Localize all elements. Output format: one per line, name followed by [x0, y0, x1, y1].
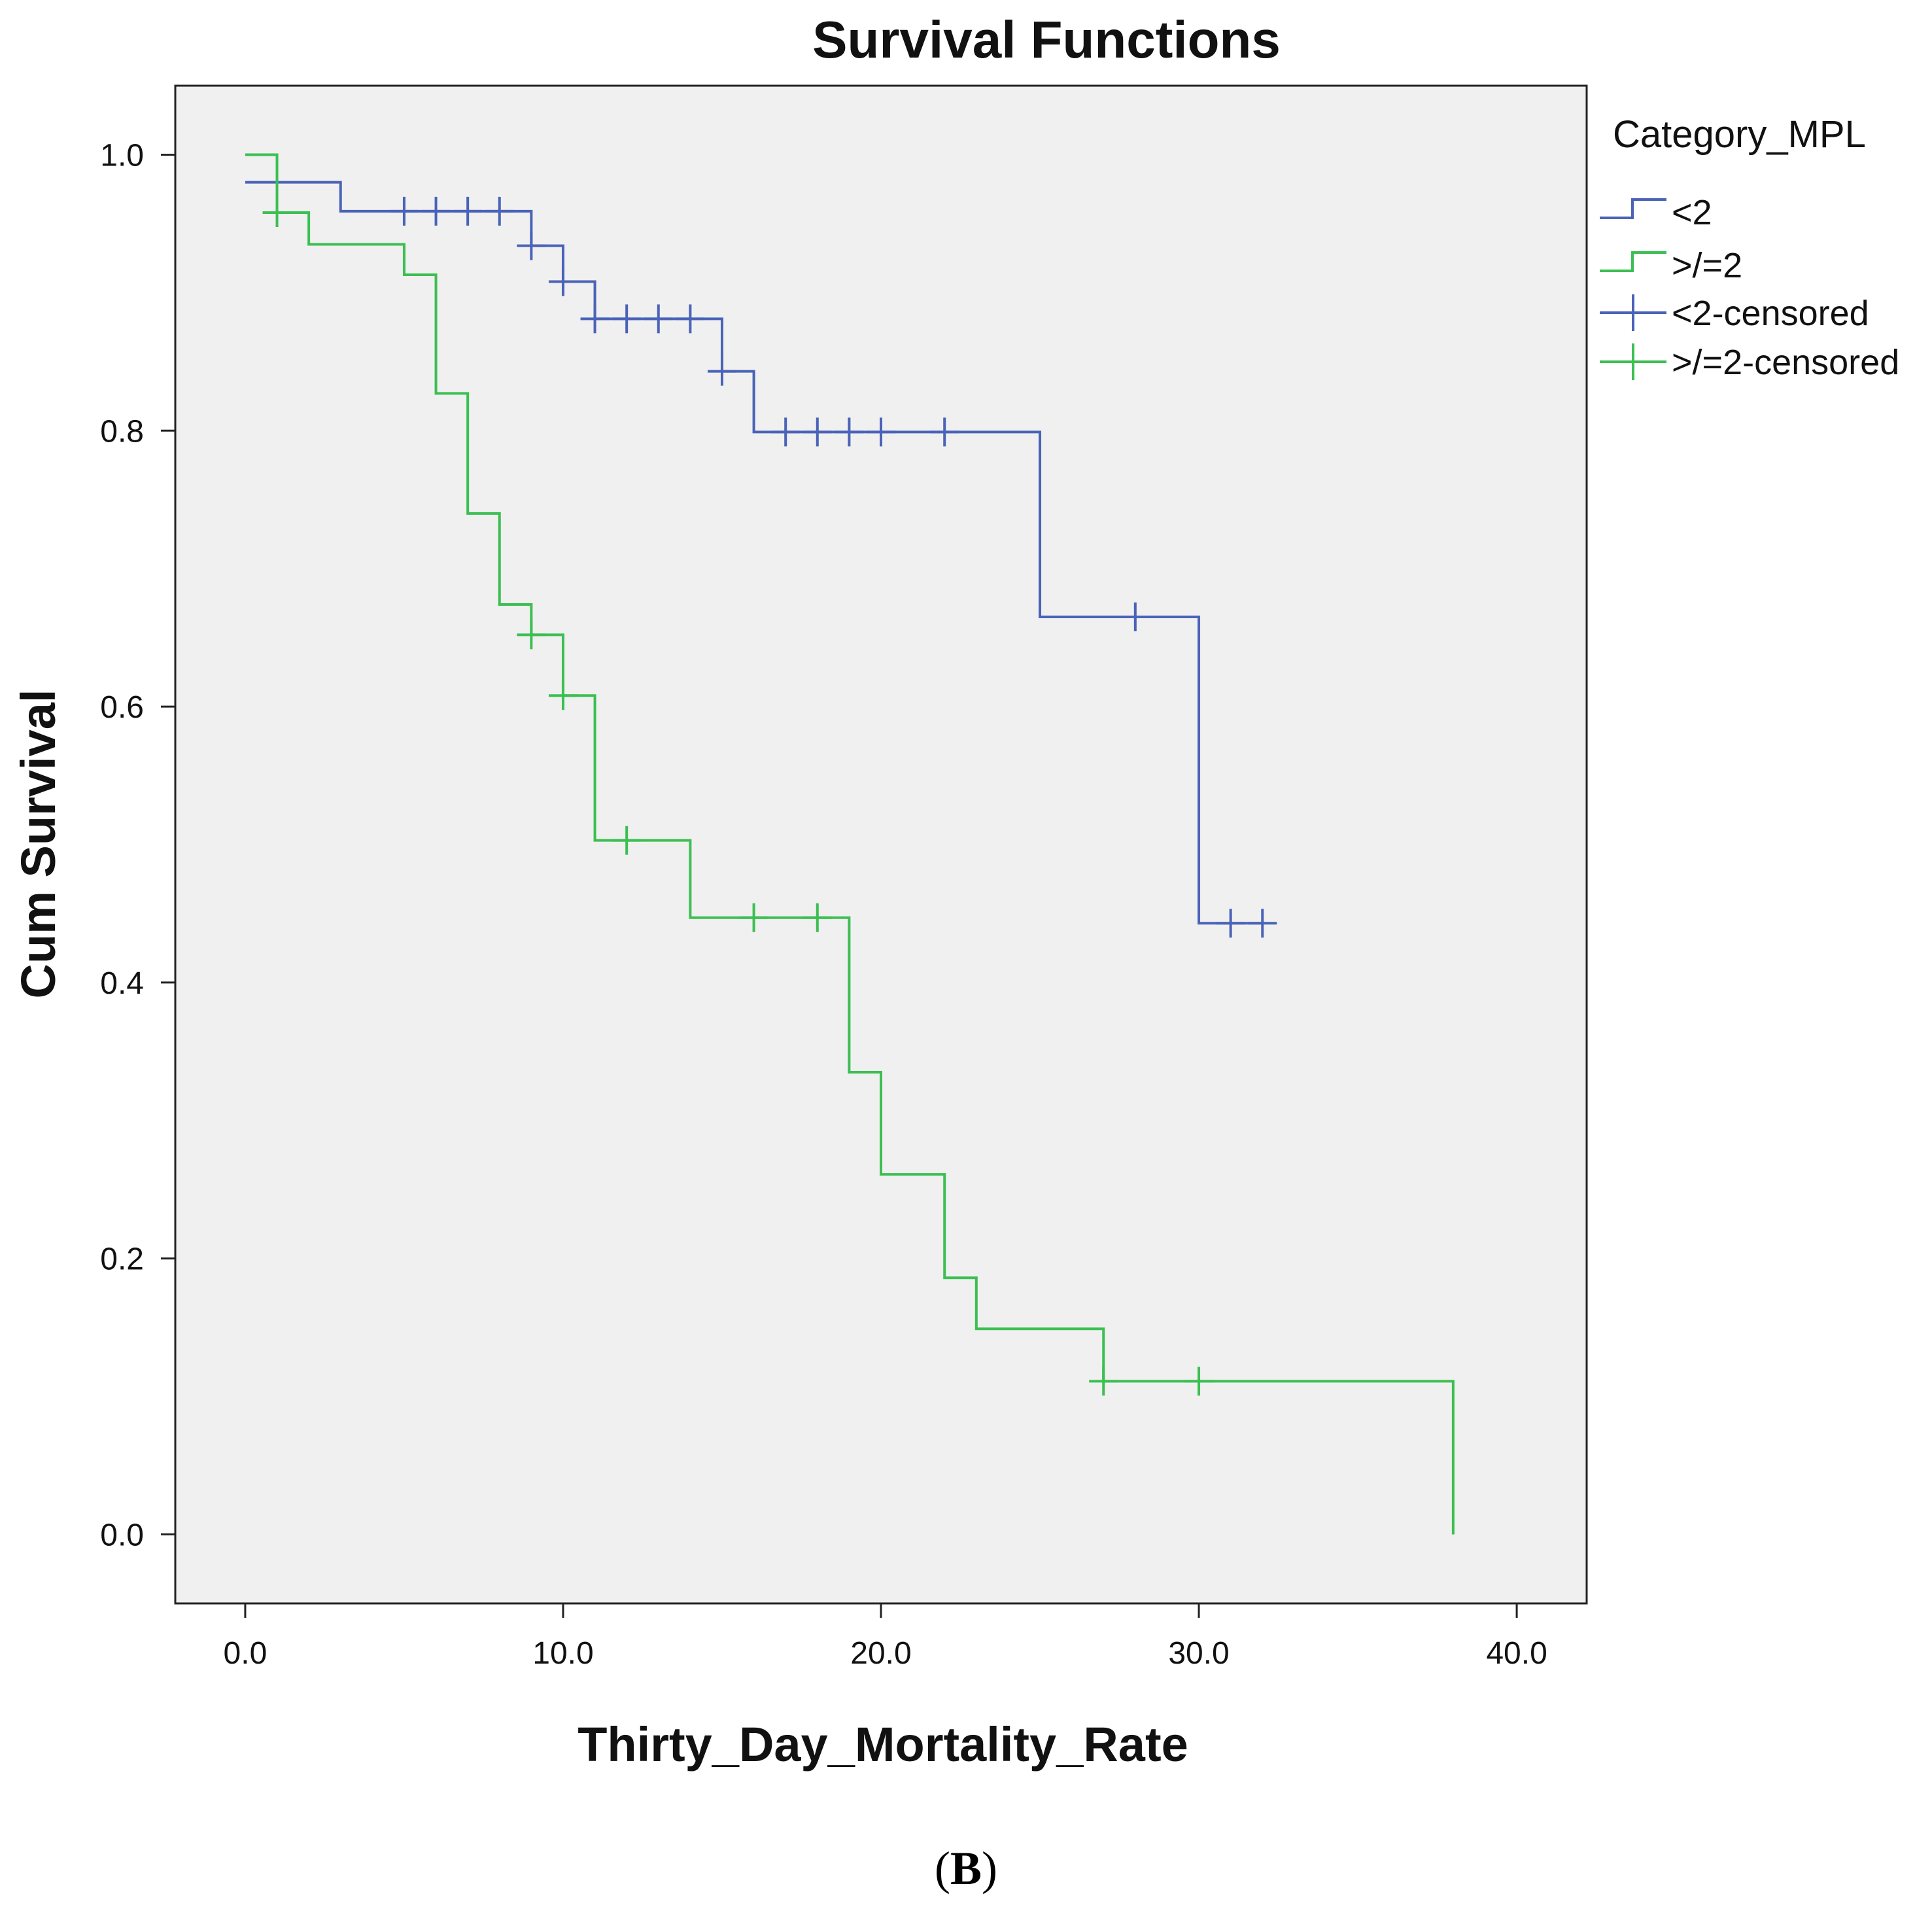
- y-tick-label: 0.4: [100, 966, 144, 1001]
- y-tick-label: 1.0: [100, 138, 144, 173]
- legend-swatch-series-1: [1600, 198, 1666, 219]
- censor-mark: [707, 357, 736, 386]
- censor-mark: [1248, 909, 1277, 938]
- x-tick-label: 0.0: [224, 1636, 267, 1671]
- panel-label-letter: B: [950, 1842, 982, 1895]
- x-tick-label: 10.0: [532, 1636, 593, 1671]
- legend-label-series-2: >/=2: [1672, 246, 1742, 285]
- censor-mark: [802, 903, 832, 932]
- series-1: [245, 181, 1277, 938]
- y-axis-title: Cum Survival: [11, 690, 65, 999]
- censor-mark: [517, 231, 546, 260]
- plot-area: [174, 84, 1588, 1605]
- legend-swatch-series-1-censored: [1600, 294, 1666, 331]
- x-tick-label: 40.0: [1486, 1636, 1547, 1671]
- censor-mark: [262, 198, 292, 228]
- series-2: [245, 153, 1455, 1535]
- censor-mark: [676, 304, 705, 334]
- panel-label: (B): [935, 1842, 997, 1895]
- censor-mark: [580, 304, 610, 334]
- legend-label-series-1-censored: <2-censored: [1672, 294, 1869, 333]
- censor-mark: [1089, 1367, 1118, 1396]
- censor-mark: [1120, 603, 1150, 631]
- censor-mark: [644, 304, 673, 334]
- y-tick-label: 0.8: [100, 414, 144, 449]
- censor-mark: [485, 196, 514, 226]
- series-layer: [245, 153, 1455, 1535]
- panel-label-open: (: [935, 1842, 950, 1895]
- censor-mark: [867, 417, 895, 447]
- legend: Category_MPL <2 >/=2 <2-censored >/=2-ce…: [1600, 113, 1899, 382]
- x-tick-label: 30.0: [1168, 1636, 1229, 1671]
- x-axis: 0.0 10.0 20.0 30.0 40.0: [224, 1603, 1547, 1671]
- y-tick-label: 0.6: [100, 690, 144, 725]
- panel-label-close: ): [982, 1842, 997, 1895]
- censor-mark: [771, 417, 801, 447]
- y-axis: 0.0 0.2 0.4 0.6 0.8 1.0: [100, 138, 175, 1553]
- censor-mark: [612, 826, 642, 855]
- censor-mark: [612, 304, 642, 334]
- censor-mark: [517, 620, 546, 650]
- censor-mark: [548, 681, 578, 710]
- legend-title: Category_MPL: [1613, 113, 1866, 156]
- censor-mark: [930, 417, 959, 447]
- legend-swatch-series-2-censored: [1600, 343, 1666, 380]
- x-tick-label: 20.0: [850, 1636, 911, 1671]
- censor-mark: [421, 196, 451, 226]
- censor-mark: [802, 417, 832, 447]
- legend-label-series-2-censored: >/=2-censored: [1672, 343, 1899, 382]
- censor-mark: [835, 417, 864, 447]
- y-tick-label: 0.0: [100, 1518, 144, 1553]
- censor-mark: [548, 267, 578, 296]
- censor-mark: [389, 196, 419, 226]
- censor-mark: [1184, 1367, 1214, 1396]
- chart-title: Survival Functions: [812, 10, 1281, 69]
- x-axis-title: Thirty_Day_Mortality_Rate: [578, 1717, 1188, 1772]
- legend-swatch-series-2: [1600, 251, 1666, 272]
- censor-mark: [453, 196, 483, 226]
- legend-label-series-1: <2: [1672, 193, 1712, 232]
- y-tick-label: 0.2: [100, 1242, 144, 1277]
- censor-mark: [1216, 909, 1245, 938]
- censor-mark: [739, 903, 768, 932]
